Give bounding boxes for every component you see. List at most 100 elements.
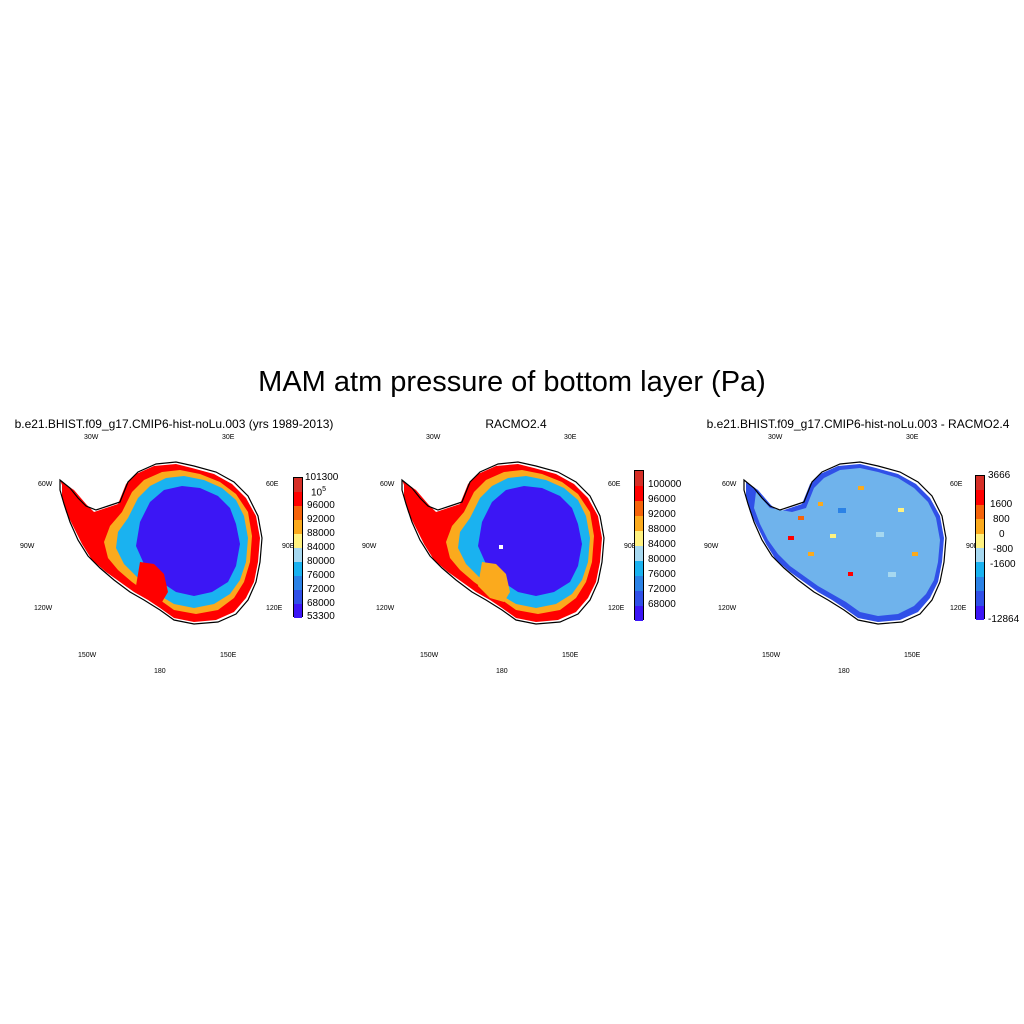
- colorbar-segment: [635, 606, 643, 621]
- ice-sheet-field: [59, 461, 263, 625]
- speckle: [876, 532, 884, 537]
- colorbar-label: 80000: [307, 556, 335, 567]
- lon-label-30w: 30W: [768, 434, 783, 441]
- colorbar-label: 72000: [307, 584, 335, 595]
- lon-label-60w: 60W: [38, 481, 53, 488]
- colorbar-label: 96000: [648, 494, 676, 505]
- speckle: [898, 508, 904, 512]
- colorbar-label: 3666: [988, 470, 1011, 481]
- lon-label-90e: 90E: [624, 543, 637, 550]
- colorbar-difference: 3666 1600 800 0 -800 -1600 -12864: [975, 470, 1024, 625]
- speckle: [808, 552, 814, 556]
- lon-label-60e: 60E: [608, 481, 621, 488]
- lon-label-120e: 120E: [950, 605, 967, 612]
- colorbar-segment: [976, 476, 984, 491]
- colorbar-label: 88000: [307, 528, 335, 539]
- colorbar-segment: [635, 486, 643, 501]
- colorbar-label: -1600: [990, 559, 1016, 570]
- lon-label-30e: 30E: [906, 434, 919, 441]
- peninsula: [402, 480, 436, 516]
- colorbar-segment: [635, 501, 643, 516]
- colorbar-segment: [976, 562, 984, 577]
- colorbar-label: 53300: [307, 611, 335, 622]
- lon-label-90w: 90W: [20, 543, 35, 550]
- colorbar-segment: [635, 546, 643, 561]
- colorbar-segment: [294, 520, 302, 534]
- antarctica-map-model: 30W 30E 60W 60E 90W 90E 120W 120E 150W 1…: [20, 434, 295, 675]
- interior-near-zero: [754, 468, 940, 616]
- figure-title: MAM atm pressure of bottom layer (Pa): [258, 366, 766, 398]
- colorbar-label: 0: [999, 529, 1005, 540]
- colorbar-label: 68000: [307, 598, 335, 609]
- speckle: [818, 502, 823, 506]
- lon-label-150e: 150E: [220, 652, 237, 659]
- panel-title: b.e21.BHIST.f09_g17.CMIP6-hist-noLu.003 …: [706, 417, 1010, 431]
- colorbar-segment: [635, 471, 643, 486]
- panel-difference: b.e21.BHIST.f09_g17.CMIP6-hist-noLu.003 …: [698, 412, 1024, 682]
- panel-title: RACMO2.4: [485, 417, 547, 431]
- colorbar-label: -800: [993, 544, 1014, 555]
- ice-sheet-field: [401, 461, 605, 625]
- colorbar-segment: [294, 492, 302, 506]
- colorbar-label: 105: [311, 486, 327, 499]
- colorbar-segment: [294, 548, 302, 562]
- lon-label-180: 180: [838, 668, 850, 675]
- colorbar-segment: [976, 490, 984, 505]
- speckle: [788, 536, 794, 540]
- lon-label-120w: 120W: [718, 605, 737, 612]
- colorbar-segment: [294, 562, 302, 576]
- pole-gap: [499, 545, 503, 549]
- colorbar-label: 92000: [307, 514, 335, 525]
- lon-label-60w: 60W: [380, 481, 395, 488]
- colorbar-segment: [976, 605, 984, 620]
- colorbar-segment: [294, 506, 302, 520]
- panel-racmo: RACMO2.4 30W 30E 60W 60E 90W 90E 120W 12…: [356, 412, 696, 682]
- peninsula: [60, 480, 94, 516]
- lon-label-90e: 90E: [282, 543, 295, 550]
- colorbar-label: 76000: [648, 569, 676, 580]
- colorbar-label: 1600: [990, 499, 1013, 510]
- colorbar-segment: [976, 533, 984, 548]
- speckle: [888, 572, 896, 577]
- lon-label-150w: 150W: [78, 652, 97, 659]
- colorbar-label: 101300: [305, 472, 339, 483]
- colorbar-label: 72000: [648, 584, 676, 595]
- colorbar-segment: [976, 504, 984, 520]
- colorbar-label: 84000: [307, 542, 335, 553]
- coastline: [401, 461, 605, 625]
- colorbar-segment: [976, 548, 984, 563]
- colorbar-label: 88000: [648, 524, 676, 535]
- speckle: [838, 508, 846, 513]
- speckle: [798, 516, 804, 520]
- colorbar-segment: [294, 478, 302, 492]
- lon-label-120w: 120W: [34, 605, 53, 612]
- colorbar-segment: [294, 576, 302, 590]
- speckle: [830, 534, 836, 538]
- lon-label-120e: 120E: [608, 605, 625, 612]
- colorbar-segment: [635, 591, 643, 606]
- coastline: [743, 461, 947, 625]
- antarctica-map-difference: 30W 30E 60W 60E 90W 90E 120W 120E 150W 1…: [704, 434, 979, 675]
- speckle: [848, 572, 853, 576]
- lon-label-90e: 90E: [966, 543, 979, 550]
- colorbar-label: -12864: [988, 614, 1020, 625]
- colorbar-segment: [635, 561, 643, 576]
- colorbar-label: 100000: [648, 479, 682, 490]
- colorbar-segment: [635, 576, 643, 591]
- colorbar-segment: [976, 576, 984, 592]
- lon-label-30w: 30W: [84, 434, 99, 441]
- interior-plateau: [136, 486, 240, 596]
- colorbar-model: 101300 105 96000 92000 88000 84000 80000…: [293, 472, 353, 622]
- colorbar-label: 96000: [307, 500, 335, 511]
- lon-label-90w: 90W: [362, 543, 377, 550]
- ross-shelf: [136, 562, 168, 602]
- lon-label-90w: 90W: [704, 543, 719, 550]
- colorbar-segment: [294, 534, 302, 548]
- colorbar-label: 84000: [648, 539, 676, 550]
- lon-label-180: 180: [496, 668, 508, 675]
- colorbar-segment: [976, 519, 984, 534]
- colorbar-segment: [294, 604, 302, 618]
- coastline: [59, 461, 263, 625]
- colorbar-label: 92000: [648, 509, 676, 520]
- interior-plateau: [478, 486, 582, 596]
